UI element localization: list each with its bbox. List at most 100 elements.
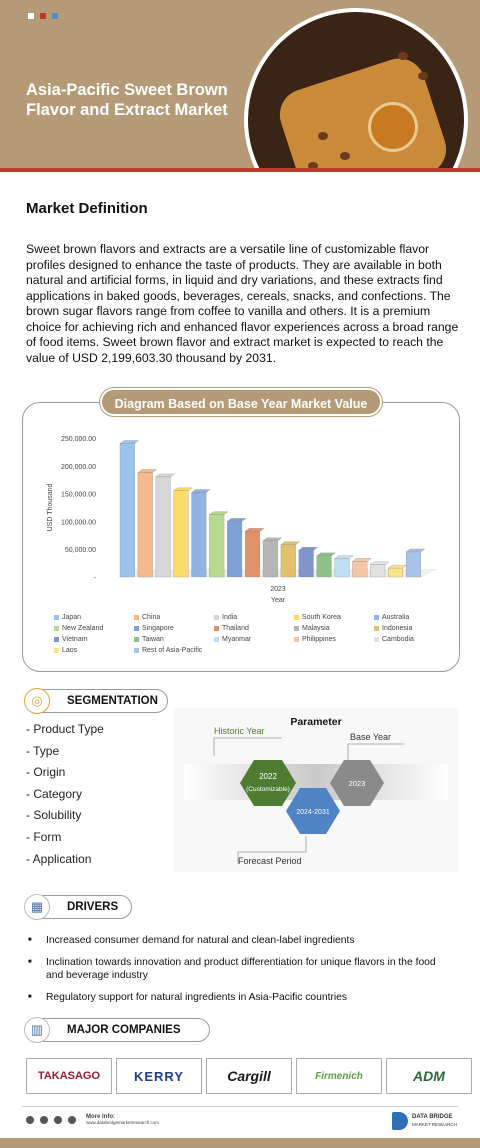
legend-label: Vietnam	[62, 636, 88, 643]
bar	[352, 561, 368, 578]
segmentation-pill: SEGMENTATION	[28, 689, 168, 713]
y-tick-label: 150,000.00	[61, 492, 96, 499]
bar	[209, 514, 225, 578]
company-name: Cargill	[227, 1068, 271, 1084]
y-tick-label: 250,000.00	[61, 436, 96, 443]
forecast-label: Forecast Period	[238, 856, 302, 866]
legend-swatch	[294, 626, 299, 631]
segmentation-item: - Solubility	[26, 808, 82, 823]
bottom-bar	[0, 1138, 480, 1148]
legend-label: Australia	[382, 614, 410, 621]
parameter-panel: Parameter 2022 (Customizable) 2024-2031 …	[174, 708, 458, 872]
dot-white	[28, 13, 34, 19]
legend-item: Cambodia	[374, 636, 454, 643]
bar-top	[280, 541, 301, 545]
bar	[173, 490, 189, 578]
driver-item: Regulatory support for natural ingredien…	[28, 991, 454, 1004]
legend-label: Indonesia	[382, 625, 413, 632]
legend-swatch	[374, 626, 379, 631]
nut	[318, 132, 328, 140]
dot-blue	[52, 13, 58, 19]
legend-label: Singapore	[142, 625, 174, 632]
brand-logo: DATA BRIDGE MARKET RESEARCH	[392, 1112, 457, 1130]
segmentation-icon: ◎	[24, 688, 50, 714]
y-tick-label: 100,000.00	[61, 519, 96, 526]
chart-legend: Japan China India South Korea Australia New Z…	[54, 614, 454, 654]
hero-dots	[28, 13, 58, 19]
x-tick-label: 2023	[270, 586, 286, 593]
parameter-title: Parameter	[290, 716, 342, 728]
legend-label: Laos	[62, 647, 78, 654]
bar-top	[173, 487, 193, 491]
company-logo: KERRY	[116, 1058, 202, 1094]
segmentation-item: - Category	[26, 786, 83, 801]
facebook-icon[interactable]	[40, 1115, 48, 1124]
legend-item: Vietnam	[54, 636, 134, 643]
bar-chart: 250,000.00 200,000.00 150,000.00 100,000.00…	[47, 436, 438, 604]
parameter-diagram: 2022 (Customizable) 2024-2031 2023 Histo…	[184, 726, 448, 866]
bar-top	[316, 552, 336, 557]
legend-swatch	[134, 648, 139, 653]
legend-item: Singapore	[134, 625, 214, 632]
more-info-label: More Info:	[86, 1114, 115, 1120]
definition-text: Sweet brown flavors and extracts are a v…	[26, 242, 459, 365]
legend-label: Taiwan	[142, 636, 164, 643]
bar	[191, 492, 207, 578]
legend-item: India	[214, 614, 294, 621]
companies-pill: MAJOR COMPANIES	[28, 1018, 210, 1042]
bar-top	[191, 489, 211, 493]
legend-swatch	[54, 626, 59, 631]
legend-swatch	[374, 637, 379, 642]
bar-top	[387, 564, 408, 569]
bar-top	[334, 555, 354, 559]
bar	[280, 544, 296, 578]
legend-item: Philippines	[294, 636, 374, 643]
forecast-hexagon	[286, 788, 340, 834]
legend-item: China	[134, 614, 214, 621]
legend-swatch	[214, 637, 219, 642]
companies-label: MAJOR COMPANIES	[67, 1024, 181, 1036]
company-logo: ADM	[386, 1058, 472, 1094]
tea-cup	[368, 102, 418, 152]
historic-sub: (Customizable)	[246, 786, 290, 793]
twitter-icon[interactable]	[54, 1115, 62, 1124]
base-value: 2023	[349, 779, 366, 788]
bar	[245, 531, 260, 578]
driver-item: Increased consumer demand for natural an…	[28, 934, 454, 947]
legend-swatch	[134, 637, 139, 642]
legend-label: New Zealand	[62, 625, 104, 632]
company-name: KERRY	[133, 1068, 185, 1084]
company-logo: Firmenich	[296, 1058, 382, 1094]
bar	[298, 550, 314, 578]
instagram-icon[interactable]	[68, 1115, 76, 1124]
legend-swatch	[214, 615, 219, 620]
historic-label: Historic Year	[214, 726, 265, 736]
segmentation-item: - Type	[26, 743, 60, 758]
nut	[308, 162, 318, 168]
legend-swatch	[214, 626, 219, 631]
social-icon-1[interactable]	[26, 1115, 34, 1124]
drivers-list: Increased consumer demand for natural an…	[28, 934, 454, 1013]
companies-icon: ▥	[24, 1017, 50, 1043]
legend-label: Philippines	[302, 636, 336, 643]
website-link[interactable]: www.databridgemarketresearch.com	[86, 1120, 160, 1125]
y-tick-label: 200,000.00	[61, 464, 96, 471]
bar	[388, 567, 404, 578]
legend-label: Malaysia	[302, 625, 330, 632]
legend-item: South Korea	[294, 614, 374, 621]
segmentation-item: - Form	[26, 829, 62, 844]
legend-item: Thailand	[214, 625, 294, 632]
bar-top	[298, 547, 318, 551]
brand-line2: MARKET RESEARCH	[412, 1122, 457, 1127]
historic-hexagon	[240, 760, 296, 806]
bar-top	[262, 537, 283, 542]
nut	[340, 152, 350, 160]
company-logo: TAKASAGO	[26, 1058, 112, 1094]
y-tick-label: 50,000.00	[65, 547, 96, 554]
legend-label: South Korea	[302, 614, 341, 621]
company-name: TAKASAGO	[37, 1070, 101, 1082]
legend-swatch	[374, 615, 379, 620]
legend-swatch	[134, 615, 139, 620]
y-tick-label: -	[94, 575, 97, 582]
definition-heading: Market Definition	[26, 200, 148, 217]
